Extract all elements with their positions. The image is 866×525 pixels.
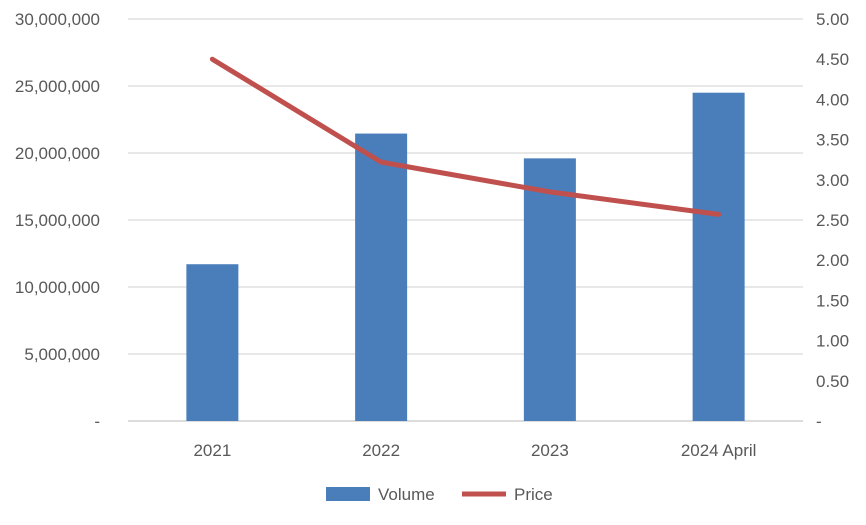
right-tick-label: 0.50 xyxy=(816,372,849,391)
right-tick-label: 3.50 xyxy=(816,131,849,150)
right-tick-label: 4.50 xyxy=(816,50,849,69)
right-tick-label: 2.50 xyxy=(816,211,849,230)
legend-label-price: Price xyxy=(514,485,553,504)
right-tick-label: - xyxy=(816,412,822,431)
x-tick-label: 2022 xyxy=(362,441,400,460)
right-tick-label: 4.00 xyxy=(816,90,849,109)
volume-bar xyxy=(692,92,745,421)
gridlines xyxy=(128,18,803,422)
right-tick-label: 2.00 xyxy=(816,251,849,270)
x-tick-label: 2024 April xyxy=(681,441,757,460)
legend-label-volume: Volume xyxy=(378,485,435,504)
volume-bar xyxy=(523,158,576,422)
left-tick-label: 30,000,000 xyxy=(15,10,100,29)
x-axis-labels: 2021 2022 2023 2024 April xyxy=(193,441,756,460)
volume-bars xyxy=(186,92,745,422)
volume-bar xyxy=(186,264,239,421)
legend-swatch-volume xyxy=(326,487,370,501)
left-tick-label: 20,000,000 xyxy=(15,144,100,163)
left-axis-ticks: - 5,000,000 10,000,000 15,000,000 20,000,000… xyxy=(15,10,100,431)
volume-bar xyxy=(355,133,408,421)
x-tick-label: 2023 xyxy=(531,441,569,460)
right-tick-label: 5.00 xyxy=(816,10,849,29)
left-tick-label: 5,000,000 xyxy=(24,345,100,364)
right-axis-ticks: - 0.50 1.00 1.50 2.00 2.50 3.00 3.50 4.00 4.50 5.0… xyxy=(816,10,849,431)
left-tick-label: 15,000,000 xyxy=(15,211,100,230)
left-tick-label: 25,000,000 xyxy=(15,77,100,96)
left-tick-label: 10,000,000 xyxy=(15,278,100,297)
right-tick-label: 3.00 xyxy=(816,171,849,190)
right-tick-label: 1.00 xyxy=(816,332,849,351)
x-tick-label: 2021 xyxy=(193,441,231,460)
left-tick-label: - xyxy=(94,412,100,431)
price-series-line xyxy=(209,56,722,217)
price-line xyxy=(209,56,722,217)
right-tick-label: 1.50 xyxy=(816,291,849,310)
legend: Volume Price xyxy=(326,485,553,504)
